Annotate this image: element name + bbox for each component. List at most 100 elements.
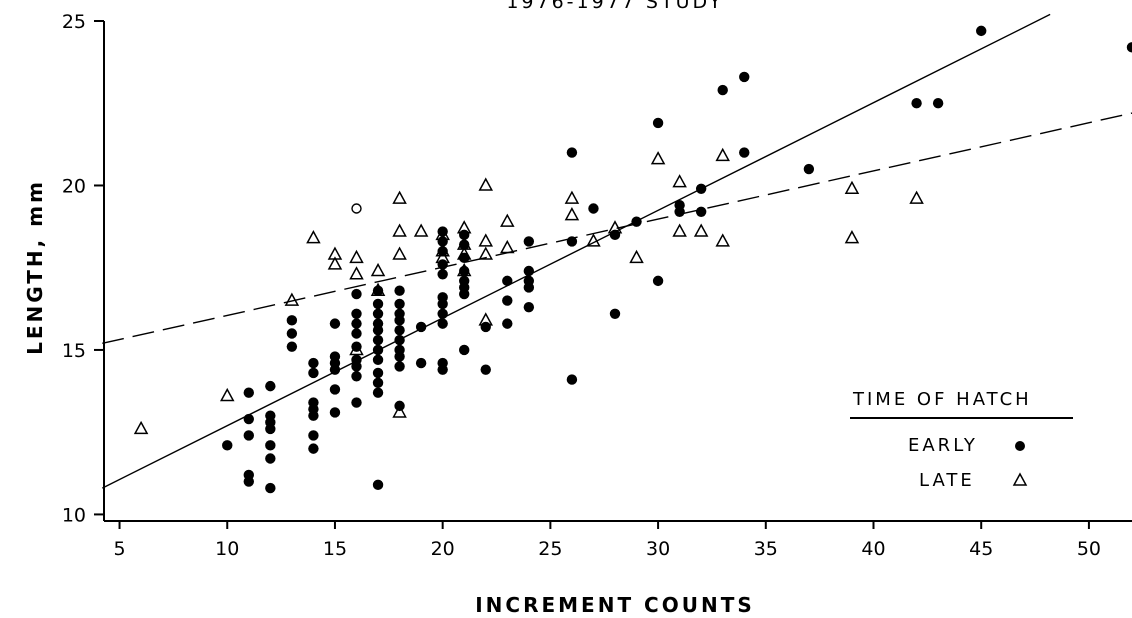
point-late [672, 174, 687, 188]
point-early [609, 308, 621, 319]
point-late [349, 341, 364, 356]
point-early [265, 482, 276, 494]
point-late [586, 233, 601, 247]
point-early [308, 430, 319, 441]
point-late [392, 223, 407, 237]
point-early [329, 384, 341, 395]
point-early [351, 288, 362, 300]
x-tick-label: 35 [754, 538, 778, 560]
x-tick-label: 20 [431, 538, 455, 560]
data-points [133, 25, 1132, 494]
point-late [478, 177, 494, 191]
point-early [1126, 42, 1132, 53]
point-early [695, 183, 707, 194]
point-early [415, 321, 427, 333]
point-early [932, 98, 944, 109]
legend-label-early: EARLY [908, 435, 978, 456]
point-early [739, 71, 750, 83]
point-early [286, 315, 298, 326]
point-late [456, 236, 472, 250]
x-tick-label: 45 [969, 538, 993, 560]
point-early [502, 318, 513, 329]
y-axis-label: LENGTH, mm [23, 179, 47, 355]
point-early [394, 298, 405, 310]
point-late [392, 404, 407, 418]
point-early [717, 84, 728, 96]
point-early [695, 206, 707, 217]
x-tick-label: 5 [113, 538, 125, 560]
point-early [265, 410, 276, 421]
point-late [478, 312, 494, 326]
point-late [715, 147, 730, 162]
point-early [351, 308, 362, 319]
point-early [459, 344, 470, 356]
point-early [588, 203, 599, 214]
point-late [306, 230, 321, 244]
point-early [523, 236, 535, 247]
point-late [413, 223, 429, 237]
point-early [566, 236, 578, 247]
point-early [415, 357, 427, 369]
point-early [308, 367, 319, 379]
point-early [329, 351, 341, 362]
point-late [349, 266, 364, 280]
point-early [372, 344, 384, 356]
point-early [437, 269, 448, 280]
x-tick-label: 10 [215, 538, 239, 560]
point-early [394, 308, 405, 319]
point-early [566, 374, 578, 385]
x-tick-label: 25 [538, 538, 562, 560]
point-early [609, 229, 621, 241]
point-early [566, 147, 578, 158]
x-tick-label: 40 [861, 538, 885, 560]
point-early [674, 200, 685, 211]
y-tick-label: 25 [62, 11, 86, 33]
point-late [370, 282, 386, 296]
point-late [629, 249, 644, 264]
point-early [351, 328, 362, 339]
y-tick-label: 10 [62, 504, 86, 526]
point-early [372, 354, 384, 366]
point-early [286, 341, 298, 352]
point-early [372, 298, 384, 310]
legend-title: TIME OF HATCH [852, 389, 1032, 410]
point-late [219, 387, 235, 402]
x-tick-label: 30 [646, 538, 670, 560]
point-early [372, 334, 384, 346]
point-early [394, 285, 405, 296]
point-late [456, 246, 472, 260]
point-early [351, 371, 362, 382]
point-early [372, 367, 384, 379]
point-late [370, 262, 386, 277]
point-early [329, 318, 341, 329]
point-late [478, 246, 494, 260]
point-late [435, 249, 450, 264]
point-early [459, 275, 470, 287]
point-early [480, 321, 491, 333]
point-late [435, 226, 450, 241]
point-early [243, 387, 254, 398]
regression-lines [101, 13, 1132, 489]
point-early [308, 397, 319, 408]
point-early [308, 357, 319, 369]
point-early [329, 407, 341, 418]
point-early [459, 252, 470, 264]
point-late [327, 256, 343, 270]
point-early [243, 413, 254, 425]
legend-label-late: LATE [919, 470, 975, 491]
point-early [372, 377, 384, 389]
chart-title: 1976-1977 STUDY [506, 0, 723, 13]
axes: 5 10 15 20 25 30 35 40 45 50 10 15 20 25 [62, 11, 1132, 560]
point-early [351, 354, 362, 366]
point-early [652, 117, 664, 129]
y-tick-label: 20 [62, 175, 86, 197]
point-early [222, 440, 233, 451]
point-late [392, 246, 407, 260]
point-late [327, 246, 343, 260]
point-early [286, 328, 298, 339]
point-early [437, 357, 448, 369]
point-early [351, 397, 362, 408]
point-late [564, 190, 580, 204]
point-early [437, 308, 448, 319]
regression-line-late [102, 112, 1132, 345]
